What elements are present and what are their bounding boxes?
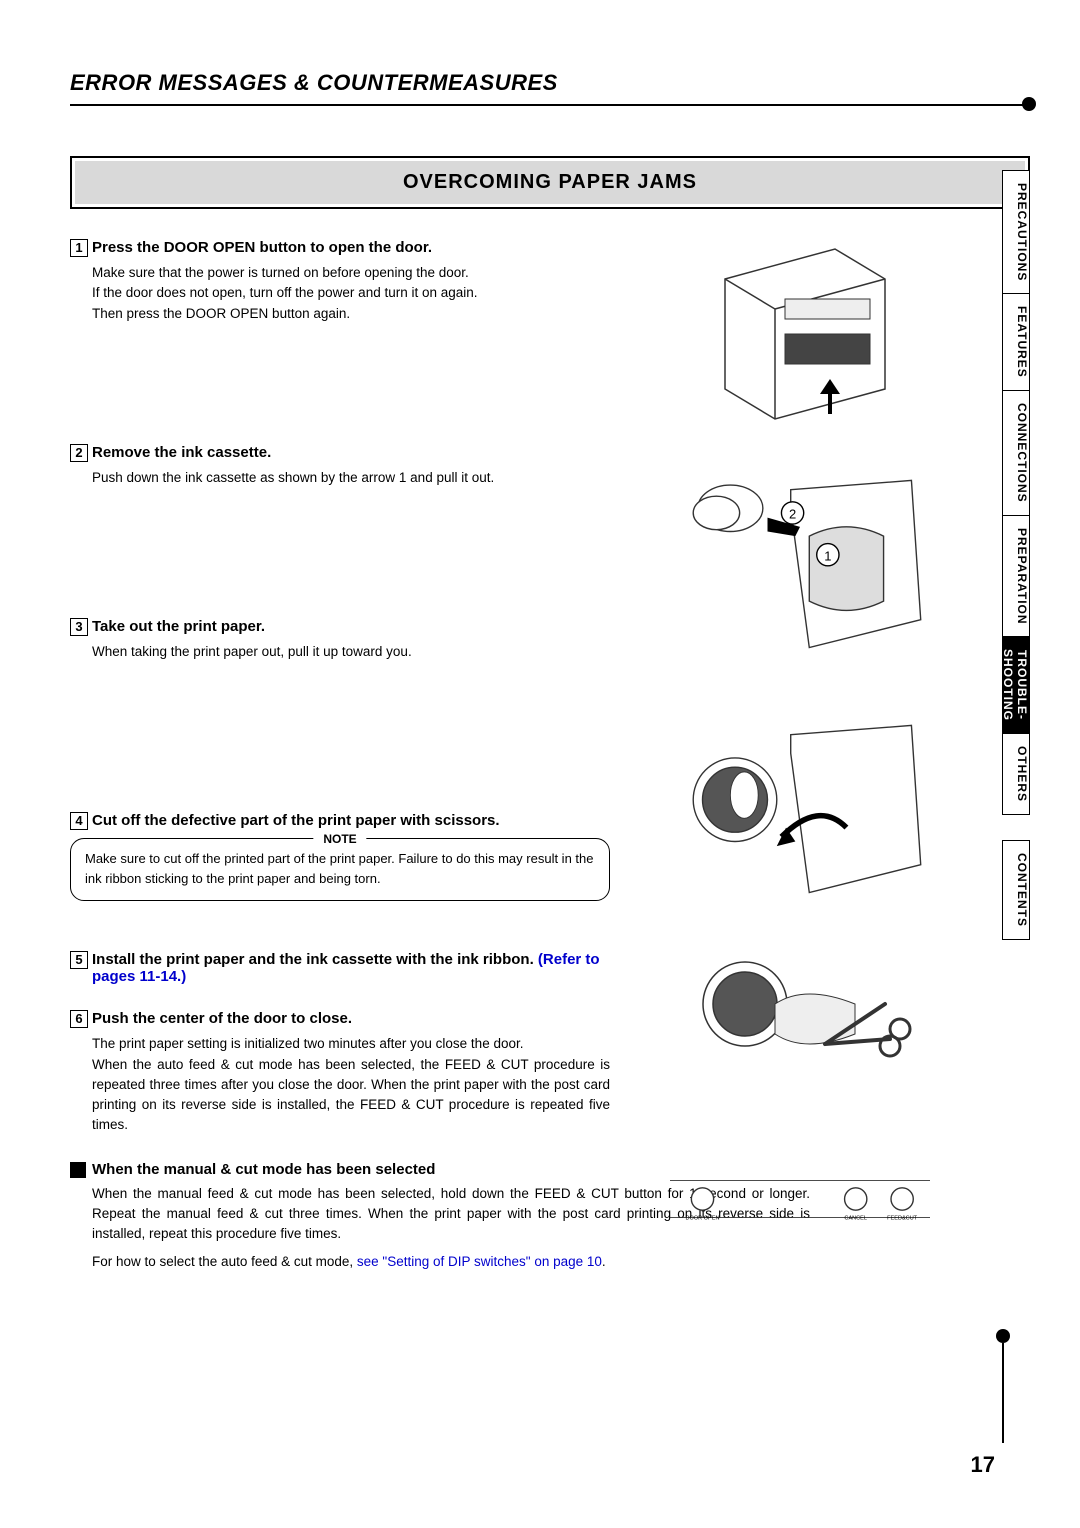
step-1-body: Make sure that the power is turned on be… bbox=[70, 263, 610, 324]
subsection-footer-a: For how to select the auto feed & cut mo… bbox=[92, 1254, 357, 1269]
square-bullet-icon bbox=[70, 1162, 86, 1178]
svg-text:1: 1 bbox=[824, 548, 831, 563]
step-1-number: 1 bbox=[70, 239, 88, 257]
note-box: NOTE Make sure to cut off the printed pa… bbox=[70, 838, 610, 901]
dip-switches-link[interactable]: see "Setting of DIP switches" on page 10 bbox=[357, 1254, 602, 1269]
note-label: NOTE bbox=[313, 830, 366, 848]
step-5-title-a: Install the print paper and the ink cass… bbox=[92, 951, 538, 968]
tab-preparation[interactable]: PREPARATION bbox=[1002, 516, 1030, 638]
note-body: Make sure to cut off the printed part of… bbox=[85, 851, 593, 886]
svg-text:DOOR OPEN: DOOR OPEN bbox=[686, 1215, 720, 1221]
step-2-body: Push down the ink cassette as shown by t… bbox=[70, 468, 610, 488]
step-3: 3 Take out the print paper. When taking … bbox=[70, 618, 610, 662]
figures-column: 2 1 DOOR OPEN CANCEL bbox=[630, 239, 970, 1303]
header-dot-icon bbox=[1022, 97, 1036, 111]
step-6-number: 6 bbox=[70, 1010, 88, 1028]
page-number-dot-icon bbox=[996, 1329, 1010, 1343]
section-title: OVERCOMING PAPER JAMS bbox=[75, 161, 1025, 204]
step-6-title: Push the center of the door to close. bbox=[92, 1010, 352, 1027]
instructions-column: 1 Press the DOOR OPEN button to open the… bbox=[70, 239, 630, 1303]
step-4-number: 4 bbox=[70, 812, 88, 830]
step-6-header: 6 Push the center of the door to close. bbox=[70, 1010, 610, 1028]
step-4-title: Cut off the defective part of the print … bbox=[92, 812, 500, 829]
step-2-number: 2 bbox=[70, 444, 88, 462]
step-2: 2 Remove the ink cassette. Push down the… bbox=[70, 444, 610, 488]
step-3-header: 3 Take out the print paper. bbox=[70, 618, 610, 636]
content-area: 1 Press the DOOR OPEN button to open the… bbox=[70, 239, 1030, 1303]
figure-scissors-cut bbox=[670, 944, 930, 1104]
figure-ink-cassette: 2 1 bbox=[670, 454, 930, 674]
svg-text:2: 2 bbox=[789, 507, 796, 522]
step-1: 1 Press the DOOR OPEN button to open the… bbox=[70, 239, 610, 324]
tab-contents[interactable]: CONTENTS bbox=[1002, 840, 1030, 940]
step-3-title: Take out the print paper. bbox=[92, 618, 265, 635]
step-5: 5 Install the print paper and the ink ca… bbox=[70, 951, 610, 985]
step-3-number: 3 bbox=[70, 618, 88, 636]
tab-connections[interactable]: CONNECTIONS bbox=[1002, 391, 1030, 516]
step-6: 6 Push the center of the door to close. … bbox=[70, 1010, 610, 1135]
tab-precautions[interactable]: PRECAUTIONS bbox=[1002, 170, 1030, 294]
step-6-body: The print paper setting is initialized t… bbox=[70, 1034, 610, 1135]
step-5-number: 5 bbox=[70, 951, 88, 969]
step-4-header: 4 Cut off the defective part of the prin… bbox=[70, 812, 610, 830]
step-1-header: 1 Press the DOOR OPEN button to open the… bbox=[70, 239, 610, 257]
section-title-box: OVERCOMING PAPER JAMS bbox=[70, 156, 1030, 209]
page-number: 17 bbox=[971, 1452, 995, 1478]
figure-print-paper bbox=[670, 699, 930, 919]
step-2-title: Remove the ink cassette. bbox=[92, 444, 271, 461]
tab-troubleshooting[interactable]: TROUBLE- SHOOTING bbox=[1002, 637, 1030, 734]
step-5-header: 5 Install the print paper and the ink ca… bbox=[70, 951, 610, 985]
figure-printer-unit bbox=[670, 239, 930, 429]
side-tabs: PRECAUTIONS FEATURES CONNECTIONS PREPARA… bbox=[1002, 170, 1030, 940]
tab-features[interactable]: FEATURES bbox=[1002, 294, 1030, 391]
page-header: ERROR MESSAGES & COUNTERMEASURES bbox=[70, 70, 1030, 106]
figure-control-panel: DOOR OPEN CANCEL FEED&CUT bbox=[670, 1169, 930, 1229]
step-1-title: Press the DOOR OPEN button to open the d… bbox=[92, 239, 432, 256]
step-5-title: Install the print paper and the ink cass… bbox=[92, 951, 610, 985]
svg-text:FEED&CUT: FEED&CUT bbox=[887, 1215, 918, 1221]
subsection-title: When the manual & cut mode has been sele… bbox=[92, 1161, 435, 1178]
page-number-line-icon bbox=[1002, 1343, 1004, 1443]
step-2-header: 2 Remove the ink cassette. bbox=[70, 444, 610, 462]
step-3-body: When taking the print paper out, pull it… bbox=[70, 642, 610, 662]
tab-others[interactable]: OTHERS bbox=[1002, 734, 1030, 815]
svg-text:CANCEL: CANCEL bbox=[844, 1215, 867, 1221]
subsection-footer-c: . bbox=[602, 1254, 606, 1269]
step-4: 4 Cut off the defective part of the prin… bbox=[70, 812, 610, 901]
header-title: ERROR MESSAGES & COUNTERMEASURES bbox=[70, 70, 558, 95]
